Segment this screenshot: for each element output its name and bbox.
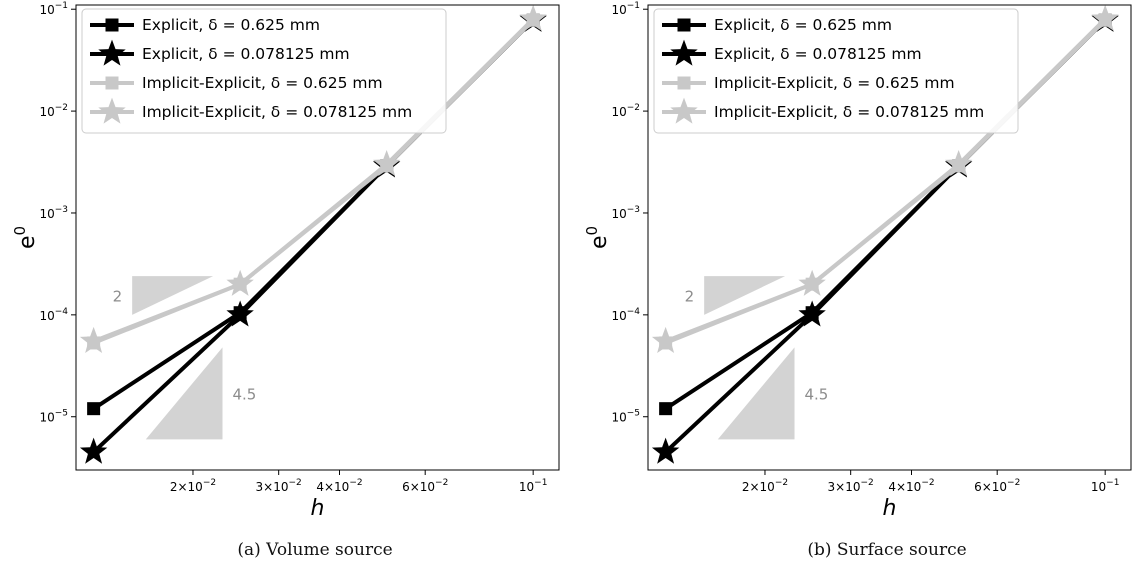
legend-label-3: Implicit-Explicit, δ = 0.078125 mm — [142, 103, 412, 121]
legend-label-1: Explicit, δ = 0.078125 mm — [714, 45, 922, 63]
legend-marker-3 — [670, 97, 698, 124]
data-point-1-1 — [226, 300, 254, 327]
data-point-3-2 — [372, 149, 401, 177]
x-tick-label-3: 6×10−2 — [402, 478, 448, 494]
legend-label-0: Explicit, δ = 0.625 mm — [714, 16, 892, 34]
caption-text-a: Volume source — [266, 540, 393, 560]
data-point-0-0 — [87, 402, 101, 416]
y-tick-label-1: 10−4 — [611, 307, 640, 323]
x-tick-label-1: 3×10−2 — [256, 478, 302, 494]
caption-volume-source: (a) Volume source — [115, 540, 515, 560]
chart-panel-a: 2 4.5 10−5 10−4 10−3 10−2 10−1 2×10−2 3×10−2 4×10… — [11, 1, 560, 521]
legend-box — [81, 8, 447, 134]
y-tick-label-0: 10−5 — [39, 409, 68, 425]
caption-label-a: (a) — [237, 540, 261, 560]
chart-panel-b: 2 4.5 10−5 10−4 10−3 10−2 10−1 2×10−2 3×10−2 4×10… — [583, 1, 1132, 521]
data-point-3-1 — [798, 269, 826, 296]
data-point-1-1 — [798, 300, 826, 327]
data-point-3-0 — [651, 326, 680, 353]
y-tick-label-4: 10−1 — [39, 1, 68, 17]
caption-label-b: (b) — [807, 540, 832, 560]
legend-label-0: Explicit, δ = 0.625 mm — [142, 16, 320, 34]
data-point-1-0 — [79, 437, 108, 464]
slope-triangle-1 — [145, 347, 223, 440]
legend: Explicit, δ = 0.625 mm Explicit, δ = 0.07… — [653, 8, 1019, 134]
series-line-3 — [664, 17, 1107, 344]
y-tick-label-3: 10−2 — [611, 103, 640, 119]
legend-label-1: Explicit, δ = 0.078125 mm — [142, 45, 350, 63]
y-tick-label-3: 10−2 — [39, 103, 68, 119]
data-point-3-0 — [79, 326, 108, 353]
slope-label-0: 2 — [685, 287, 695, 305]
slope-label-0: 2 — [113, 287, 123, 305]
legend-label-2: Implicit-Explicit, δ = 0.625 mm — [142, 74, 383, 92]
y-tick-label-0: 10−5 — [611, 409, 640, 425]
legend-marker-2 — [677, 76, 691, 90]
axes-frame — [75, 4, 560, 471]
legend-marker-0 — [677, 18, 691, 32]
slope-label-1: 4.5 — [233, 385, 257, 403]
axes-frame — [647, 4, 1132, 471]
x-axis-label: h — [883, 496, 897, 521]
legend-label-3: Implicit-Explicit, δ = 0.078125 mm — [714, 103, 984, 121]
x-tick-label-0: 2×10−2 — [170, 478, 216, 494]
legend-label-2: Implicit-Explicit, δ = 0.625 mm — [714, 74, 955, 92]
legend-marker-1 — [98, 39, 126, 66]
legend-marker-0 — [105, 18, 119, 32]
x-tick-label-4: 10−1 — [519, 478, 548, 494]
caption-surface-source: (b) Surface source — [687, 540, 1087, 560]
slope-triangle-0 — [704, 276, 786, 315]
y-tick-label-2: 10−3 — [39, 205, 68, 221]
y-tick-label-1: 10−4 — [39, 307, 68, 323]
data-point-3-3 — [1091, 4, 1119, 31]
x-tick-label-2: 4×10−2 — [888, 478, 934, 494]
series-3 — [79, 4, 547, 353]
y-tick-label-2: 10−3 — [611, 205, 640, 221]
x-tick-label-4: 10−1 — [1091, 478, 1120, 494]
data-point-3-3 — [519, 4, 547, 31]
legend-box — [653, 8, 1019, 134]
series-line-3 — [92, 17, 535, 344]
y-axis-label: e0 — [583, 226, 612, 249]
caption-text-b: Surface source — [836, 540, 967, 560]
y-axis-label: e0 — [11, 226, 40, 249]
legend-marker-1 — [670, 39, 698, 66]
legend: Explicit, δ = 0.625 mm Explicit, δ = 0.07… — [81, 8, 447, 134]
series-3 — [651, 4, 1119, 353]
slope-triangle-0 — [132, 276, 214, 315]
slope-triangle-1 — [717, 347, 795, 440]
x-tick-label-0: 2×10−2 — [742, 478, 788, 494]
x-tick-label-1: 3×10−2 — [828, 478, 874, 494]
data-point-3-1 — [226, 269, 254, 296]
slope-label-1: 4.5 — [805, 385, 829, 403]
data-point-1-0 — [651, 437, 680, 464]
data-point-0-0 — [659, 402, 673, 416]
x-axis-label: h — [311, 496, 325, 521]
y-tick-label-4: 10−1 — [611, 1, 640, 17]
legend-marker-2 — [105, 76, 119, 90]
data-point-3-2 — [944, 149, 973, 177]
x-tick-label-3: 6×10−2 — [974, 478, 1020, 494]
x-tick-label-2: 4×10−2 — [316, 478, 362, 494]
legend-marker-3 — [98, 97, 126, 124]
